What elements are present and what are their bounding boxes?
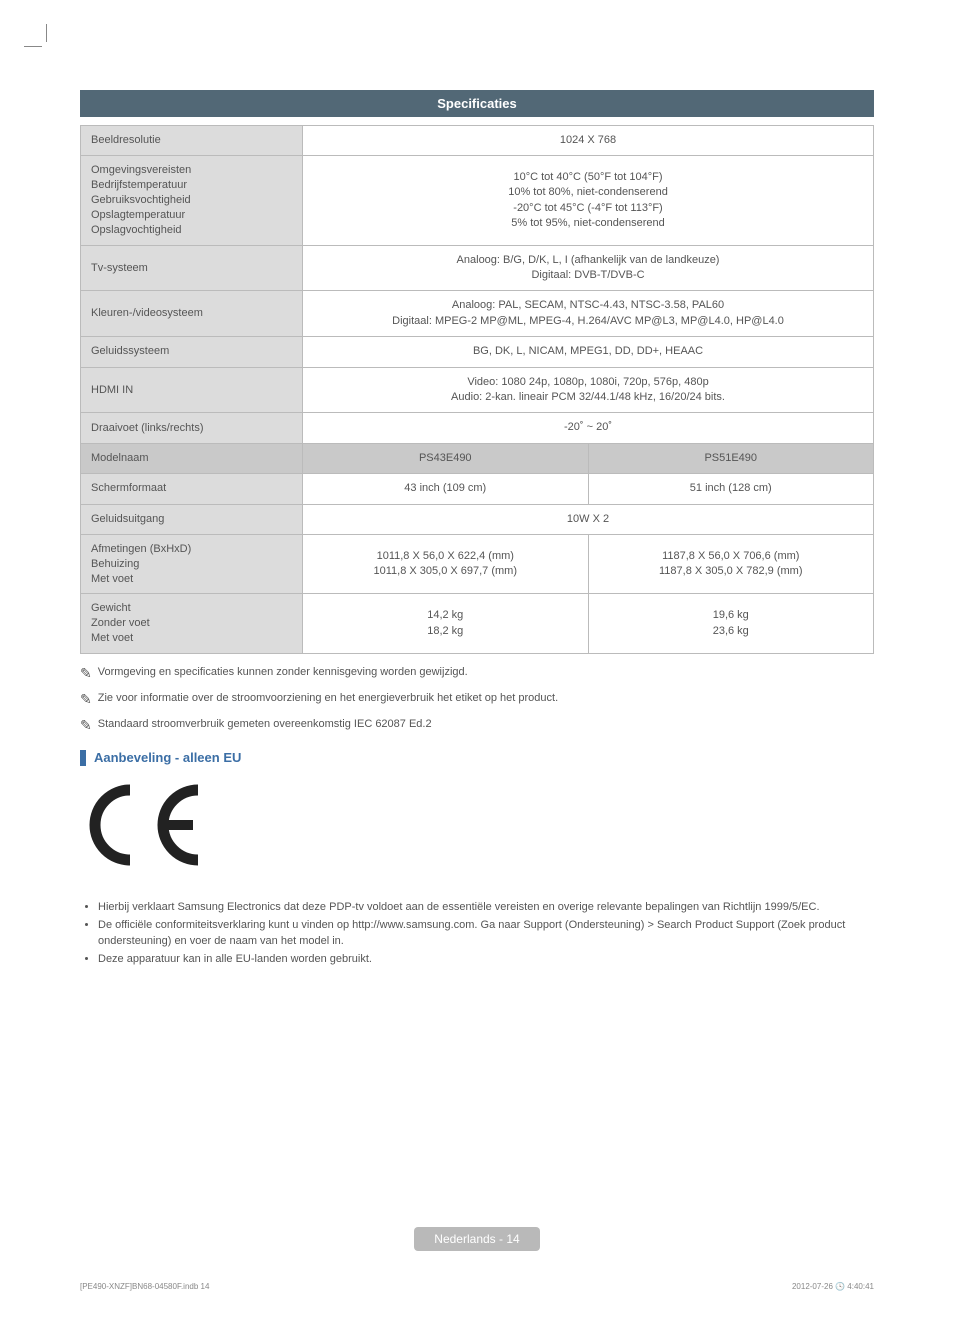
table-row: Schermformaat 43 inch (109 cm) 51 inch (… [81, 474, 874, 504]
row-value: 10°C tot 40°C (50°F tot 104°F) 10% tot 8… [303, 156, 874, 245]
page-footer: Nederlands - 14 [0, 1227, 954, 1251]
note-icon: ✎ [80, 718, 92, 732]
row-label: Omgevingsvereisten Bedrijfstemperatuur G… [81, 156, 303, 245]
row-label: Gewicht Zonder voet Met voet [81, 594, 303, 654]
row-col1: 14,2 kg 18,2 kg [303, 594, 588, 654]
bullet-list: Hierbij verklaart Samsung Electronics da… [80, 900, 874, 968]
row-label: Afmetingen (BxHxD) Behuizing Met voet [81, 534, 303, 594]
row-label: Schermformaat [81, 474, 303, 504]
table-row: Tv-systeem Analoog: B/G, D/K, L, I (afha… [81, 245, 874, 291]
heading-bar-icon [80, 750, 86, 766]
row-value: Video: 1080 24p, 1080p, 1080i, 720p, 576… [303, 367, 874, 413]
table-row: HDMI IN Video: 1080 24p, 1080p, 1080i, 7… [81, 367, 874, 413]
list-item: Deze apparatuur kan in alle EU-landen wo… [98, 952, 874, 968]
print-left: [PE490-XNZF]BN68-04580F.indb 14 [80, 1282, 209, 1291]
row-col2: 1187,8 X 56,0 X 706,6 (mm) 1187,8 X 305,… [588, 534, 874, 594]
row-label: Geluidsuitgang [81, 504, 303, 534]
section-title: Aanbeveling - alleen EU [94, 750, 241, 765]
row-value: Analoog: B/G, D/K, L, I (afhankelijk van… [303, 245, 874, 291]
table-row: Geluidsuitgang 10W X 2 [81, 504, 874, 534]
row-label: Draaivoet (links/rechts) [81, 413, 303, 443]
row-label: Beeldresolutie [81, 126, 303, 156]
note: ✎ Zie voor informatie over de stroomvoor… [80, 692, 874, 706]
print-line: [PE490-XNZF]BN68-04580F.indb 14 2012-07-… [80, 1282, 874, 1291]
row-label: HDMI IN [81, 367, 303, 413]
table-row: Omgevingsvereisten Bedrijfstemperatuur G… [81, 156, 874, 245]
table-row: Afmetingen (BxHxD) Behuizing Met voet 10… [81, 534, 874, 594]
table-row: Beeldresolutie 1024 X 768 [81, 126, 874, 156]
model-col2: PS51E490 [588, 443, 874, 473]
row-value: 10W X 2 [303, 504, 874, 534]
list-item: De officiële conformiteitsverklaring kun… [98, 918, 874, 950]
crop-mark [28, 28, 46, 46]
print-right: 2012-07-26 🕓 4:40:41 [792, 1282, 874, 1291]
table-row: Gewicht Zonder voet Met voet 14,2 kg 18,… [81, 594, 874, 654]
row-value: Analoog: PAL, SECAM, NTSC-4.43, NTSC-3.5… [303, 291, 874, 337]
note: ✎ Standaard stroomverbruik gemeten overe… [80, 718, 874, 732]
ce-mark-icon [80, 780, 874, 882]
note-text: Vormgeving en specificaties kunnen zonde… [98, 666, 468, 678]
row-label: Geluidssysteem [81, 337, 303, 367]
page-badge: Nederlands - 14 [414, 1227, 539, 1251]
list-item: Hierbij verklaart Samsung Electronics da… [98, 900, 874, 916]
row-label: Modelnaam [81, 443, 303, 473]
row-label: Tv-systeem [81, 245, 303, 291]
note-icon: ✎ [80, 666, 92, 680]
row-col2: 19,6 kg 23,6 kg [588, 594, 874, 654]
row-label: Kleuren-/videosysteem [81, 291, 303, 337]
spec-header: Specificaties [80, 90, 874, 117]
row-value: BG, DK, L, NICAM, MPEG1, DD, DD+, HEAAC [303, 337, 874, 367]
table-row: Draaivoet (links/rechts) -20˚ ~ 20˚ [81, 413, 874, 443]
note-icon: ✎ [80, 692, 92, 706]
section-heading: Aanbeveling - alleen EU [80, 750, 874, 766]
spec-table: Beeldresolutie 1024 X 768 Omgevingsverei… [80, 125, 874, 654]
row-value: 1024 X 768 [303, 126, 874, 156]
row-value: -20˚ ~ 20˚ [303, 413, 874, 443]
model-row: Modelnaam PS43E490 PS51E490 [81, 443, 874, 473]
row-col2: 51 inch (128 cm) [588, 474, 874, 504]
model-col1: PS43E490 [303, 443, 588, 473]
row-col1: 43 inch (109 cm) [303, 474, 588, 504]
note-text: Standaard stroomverbruik gemeten overeen… [98, 718, 432, 730]
note: ✎ Vormgeving en specificaties kunnen zon… [80, 666, 874, 680]
row-col1: 1011,8 X 56,0 X 622,4 (mm) 1011,8 X 305,… [303, 534, 588, 594]
table-row: Kleuren-/videosysteem Analoog: PAL, SECA… [81, 291, 874, 337]
table-row: Geluidssysteem BG, DK, L, NICAM, MPEG1, … [81, 337, 874, 367]
note-text: Zie voor informatie over de stroomvoorzi… [98, 692, 558, 704]
